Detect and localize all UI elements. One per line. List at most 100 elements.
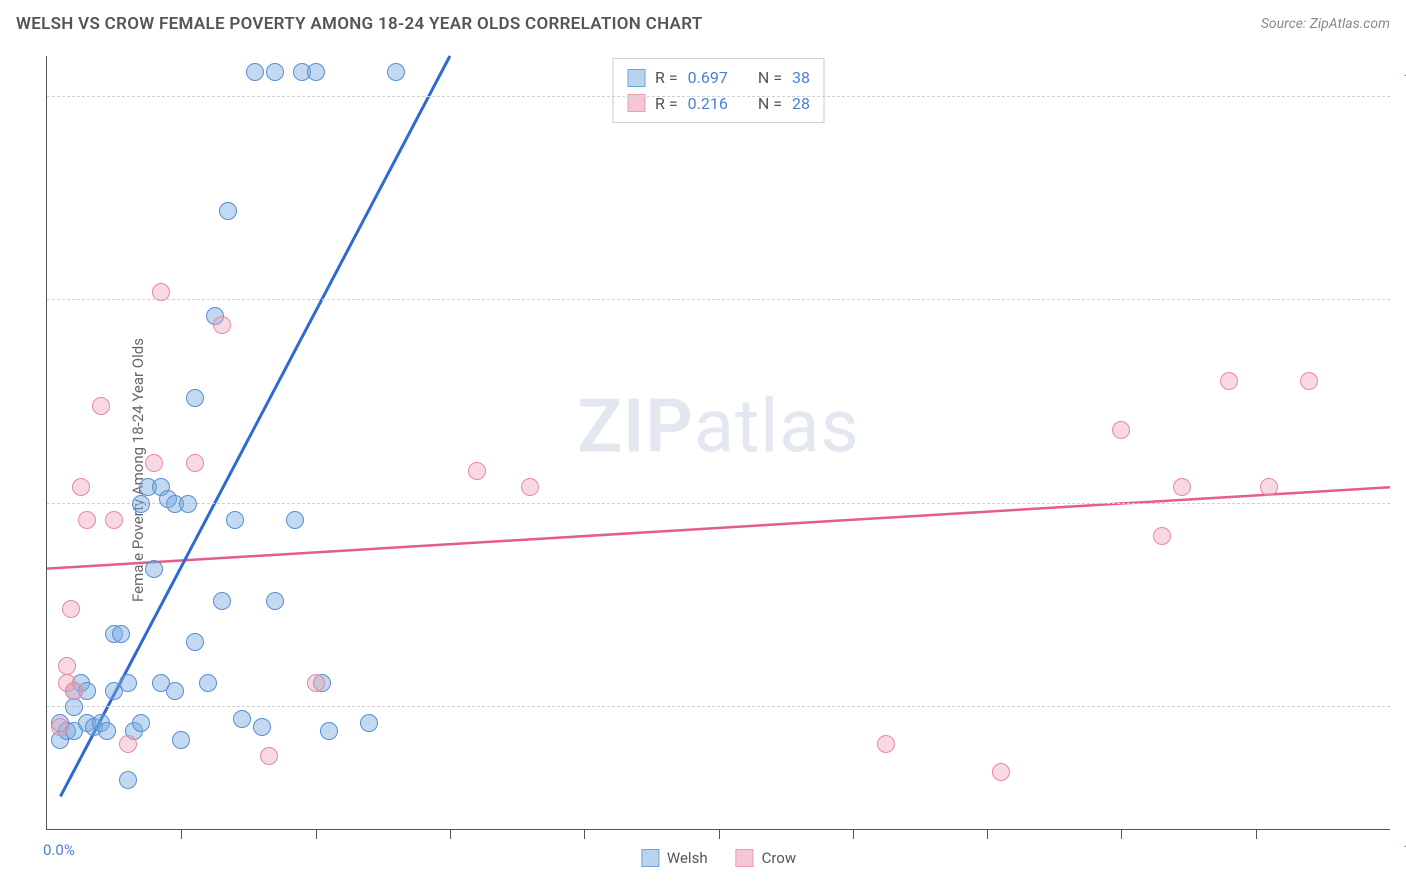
legend-swatch-welsh <box>641 849 659 867</box>
scatter-point-welsh <box>199 674 217 692</box>
scatter-point-crow <box>1260 478 1278 496</box>
scatter-point-welsh <box>132 714 150 732</box>
source-name: ZipAtlas.com <box>1310 16 1390 32</box>
x-tick <box>584 829 585 839</box>
x-tick-label-max: 100.0% <box>1394 841 1406 859</box>
scatter-point-welsh <box>186 389 204 407</box>
y-tick-label: 75.0% <box>1394 273 1406 291</box>
r-label: R = <box>655 65 678 91</box>
scatter-point-welsh <box>266 63 284 81</box>
gridline-h <box>47 299 1390 300</box>
x-tick <box>987 829 988 839</box>
scatter-point-welsh <box>226 511 244 529</box>
scatter-point-welsh <box>98 722 116 740</box>
n-label: N = <box>758 91 782 117</box>
y-tick-label: 25.0% <box>1394 680 1406 698</box>
trend-line-crow <box>47 487 1390 568</box>
legend-stat-row-crow: R = 0.216 N = 28 <box>627 91 810 117</box>
scatter-point-crow <box>92 397 110 415</box>
legend-label-welsh: Welsh <box>667 849 708 867</box>
scatter-point-crow <box>105 511 123 529</box>
chart-header: WELSH VS CROW FEMALE POVERTY AMONG 18-24… <box>0 0 1406 48</box>
n-value: 38 <box>792 65 810 91</box>
scatter-point-crow <box>1153 527 1171 545</box>
scatter-point-welsh <box>266 592 284 610</box>
scatter-point-welsh <box>219 202 237 220</box>
scatter-point-crow <box>119 735 137 753</box>
gridline-h <box>47 96 1390 97</box>
watermark-part1: ZIP <box>577 384 694 471</box>
scatter-point-welsh <box>166 682 184 700</box>
source-attribution: Source: ZipAtlas.com <box>1261 16 1390 32</box>
scatter-point-crow <box>78 511 96 529</box>
scatter-point-crow <box>152 283 170 301</box>
scatter-point-crow <box>307 674 325 692</box>
scatter-point-welsh <box>246 63 264 81</box>
scatter-point-welsh <box>179 495 197 513</box>
scatter-point-crow <box>1220 372 1238 390</box>
scatter-point-crow <box>213 316 231 334</box>
x-tick <box>1256 829 1257 839</box>
chart-title: WELSH VS CROW FEMALE POVERTY AMONG 18-24… <box>16 14 703 34</box>
scatter-point-crow <box>51 718 69 736</box>
scatter-point-crow <box>1173 478 1191 496</box>
legend-stat-row-welsh: R = 0.697 N = 38 <box>627 65 810 91</box>
scatter-point-welsh <box>65 698 83 716</box>
scatter-point-welsh <box>286 511 304 529</box>
scatter-point-crow <box>877 735 895 753</box>
scatter-point-crow <box>65 682 83 700</box>
n-label: N = <box>758 65 782 91</box>
y-tick-label: 50.0% <box>1394 477 1406 495</box>
source-prefix: Source: <box>1261 16 1310 32</box>
scatter-point-crow <box>1112 421 1130 439</box>
scatter-point-crow <box>145 454 163 472</box>
scatter-point-welsh <box>307 63 325 81</box>
scatter-point-crow <box>992 763 1010 781</box>
scatter-point-crow <box>260 747 278 765</box>
scatter-point-crow <box>72 478 90 496</box>
scatter-point-welsh <box>253 718 271 736</box>
scatter-point-crow <box>186 454 204 472</box>
chart-area: Female Poverty Among 18-24 Year Olds ZIP… <box>0 48 1406 892</box>
gridline-h <box>47 706 1390 707</box>
scatter-point-welsh <box>119 674 137 692</box>
x-tick <box>1121 829 1122 839</box>
scatter-point-crow <box>58 657 76 675</box>
x-tick <box>719 829 720 839</box>
x-tick <box>853 829 854 839</box>
r-value: 0.697 <box>688 65 728 91</box>
x-tick <box>316 829 317 839</box>
legend-item-crow: Crow <box>736 849 797 867</box>
scatter-point-crow <box>468 462 486 480</box>
r-label: R = <box>655 91 678 117</box>
n-value: 28 <box>792 91 810 117</box>
x-tick <box>181 829 182 839</box>
x-tick <box>450 829 451 839</box>
legend-item-welsh: Welsh <box>641 849 708 867</box>
scatter-point-welsh <box>320 722 338 740</box>
scatter-point-crow <box>1300 372 1318 390</box>
legend-stats: R = 0.697 N = 38 R = 0.216 N = 28 <box>612 58 825 123</box>
legend-swatch-crow <box>736 849 754 867</box>
r-value: 0.216 <box>688 91 728 117</box>
legend-label-crow: Crow <box>762 849 797 867</box>
watermark-part2: atlas <box>694 384 860 471</box>
gridline-h <box>47 503 1390 504</box>
scatter-point-welsh <box>186 633 204 651</box>
scatter-point-welsh <box>145 560 163 578</box>
plot-region: ZIPatlas R =0.697N =38R =0.216N =28 Wels… <box>46 56 1390 830</box>
legend-swatch-crow <box>627 94 645 112</box>
scatter-point-welsh <box>360 714 378 732</box>
scatter-point-crow <box>62 600 80 618</box>
scatter-point-welsh <box>112 625 130 643</box>
legend-series: Welsh Crow <box>641 849 796 867</box>
scatter-point-welsh <box>172 731 190 749</box>
watermark: ZIPatlas <box>577 384 859 471</box>
scatter-point-welsh <box>233 710 251 728</box>
legend-swatch-welsh <box>627 69 645 87</box>
scatter-point-welsh <box>132 495 150 513</box>
x-tick-label-min: 0.0% <box>43 841 75 859</box>
scatter-point-welsh <box>213 592 231 610</box>
scatter-point-welsh <box>387 63 405 81</box>
scatter-point-crow <box>521 478 539 496</box>
